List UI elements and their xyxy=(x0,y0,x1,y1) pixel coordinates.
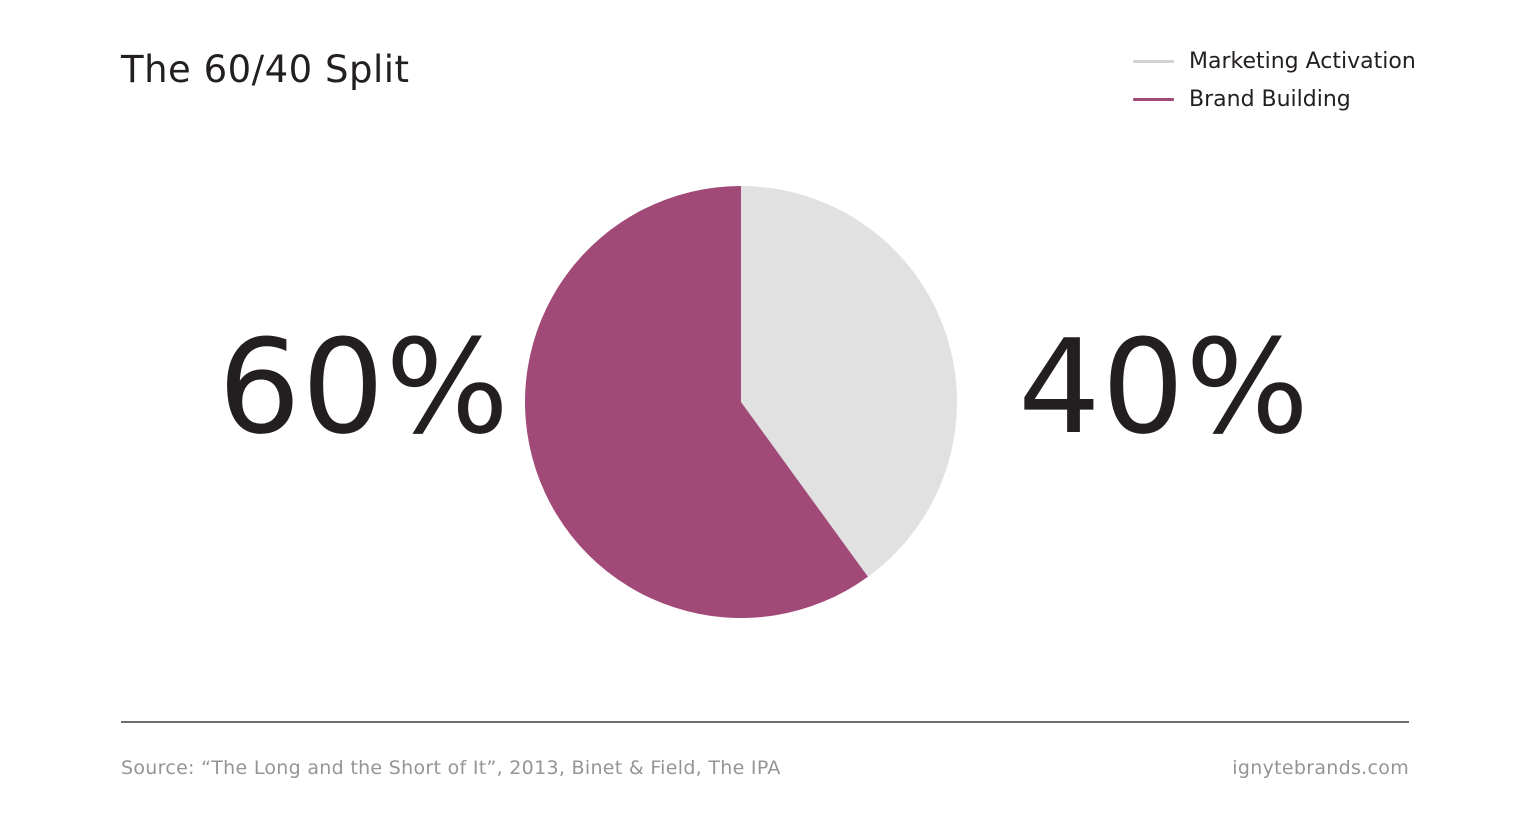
website-url: ignytebrands.com xyxy=(1232,757,1409,779)
legend-item-marketing-activation: Marketing Activation xyxy=(1133,42,1416,80)
chart-legend: Marketing Activation Brand Building xyxy=(1133,42,1416,118)
source-citation: Source: “The Long and the Short of It”, … xyxy=(121,757,781,779)
chart-title: The 60/40 Split xyxy=(121,48,410,91)
pie-slice-brand-building xyxy=(525,186,868,618)
pie-slice-marketing-activation xyxy=(741,186,957,577)
brand-building-percent-label: 60% xyxy=(218,311,510,463)
legend-swatch-brand-building xyxy=(1133,97,1174,101)
legend-swatch-marketing-activation xyxy=(1133,59,1174,63)
footer-divider xyxy=(121,721,1409,723)
legend-label-marketing-activation: Marketing Activation xyxy=(1189,48,1416,74)
marketing-activation-percent-label: 40% xyxy=(1018,311,1310,463)
legend-label-brand-building: Brand Building xyxy=(1189,86,1351,112)
legend-item-brand-building: Brand Building xyxy=(1133,80,1416,118)
